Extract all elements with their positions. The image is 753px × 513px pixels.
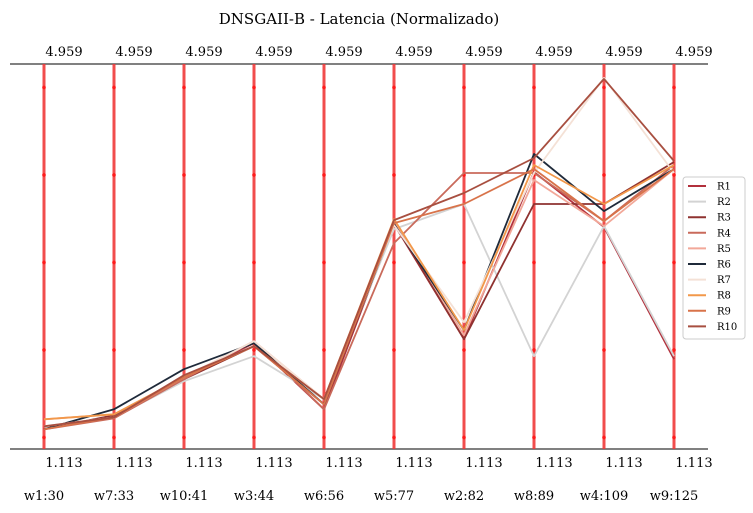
legend-label: R7 [717, 275, 731, 286]
axis-bottom-label: 1.113 [255, 456, 292, 471]
category-label: w9:125 [650, 489, 699, 504]
axis-tick-dot [602, 85, 606, 90]
axis-tick-dot [462, 348, 466, 352]
axis-tick-dot [532, 85, 536, 90]
axis-tick-dot [182, 260, 186, 265]
axis-bottom-label: 1.113 [115, 456, 152, 471]
axis-tick-dot [392, 348, 396, 352]
category-label: w2:82 [444, 489, 484, 504]
series-line-R6 [43, 153, 675, 431]
axis-tick-dot [112, 348, 116, 352]
axis-tick-dot [182, 435, 186, 440]
axis-tick-dot [252, 173, 256, 177]
legend-label: R6 [717, 260, 731, 271]
axis-bottom-label: 1.113 [675, 456, 712, 471]
axis-tick-dot [252, 348, 256, 352]
axis-tick-dot [42, 348, 46, 352]
axis-tick-dot [532, 348, 536, 352]
axis-tick-dot [602, 348, 606, 352]
axis-tick-dot [252, 260, 256, 265]
legend-label: R4 [717, 228, 731, 239]
axis-top-label: 4.959 [185, 45, 222, 60]
tick-labels-layer: 4.959 1.113 w1:30 4.959 1.113 w7:33 4.959 1.113… [24, 45, 713, 504]
axis-tick-dot [42, 260, 46, 265]
axis-tick-dot [672, 435, 676, 440]
category-label: w10:41 [160, 489, 209, 504]
category-label: w4:109 [580, 489, 629, 504]
axis-tick-dot [112, 435, 116, 440]
series-line-R5 [43, 168, 675, 421]
axis-tick-dot [462, 435, 466, 440]
axis-top-label: 4.959 [255, 45, 292, 60]
axis-tick-dot [532, 435, 536, 440]
axis-top-label: 4.959 [395, 45, 432, 60]
category-label: w1:30 [24, 489, 64, 504]
axis-top-label: 4.959 [675, 45, 712, 60]
axis-tick-dot [42, 435, 46, 440]
category-label: w8:89 [514, 489, 554, 504]
axes-layer [42, 64, 676, 449]
series-line-R10 [43, 78, 675, 428]
axis-tick-dot [252, 85, 256, 90]
category-label: w6:56 [304, 489, 344, 504]
legend-label: R9 [717, 306, 731, 317]
axis-tick-dot [182, 173, 186, 177]
axis-top-label: 4.959 [535, 45, 572, 60]
axis-tick-dot [602, 260, 606, 265]
axis-tick-dot [672, 85, 676, 90]
legend-label: R5 [717, 244, 731, 255]
axis-tick-dot [392, 173, 396, 177]
axis-top-label: 4.959 [605, 45, 642, 60]
axis-tick-dot [112, 260, 116, 265]
axis-tick-dot [392, 260, 396, 265]
axis-tick-dot [392, 435, 396, 440]
axis-tick-dot [322, 435, 326, 440]
axis-tick-dot [602, 435, 606, 440]
axis-tick-dot [112, 173, 116, 177]
axis-tick-dot [462, 260, 466, 265]
axis-bottom-label: 1.113 [465, 456, 502, 471]
legend-label: R1 [717, 182, 731, 193]
axis-bottom-label: 1.113 [395, 456, 432, 471]
axis-top-label: 4.959 [325, 45, 362, 60]
legend: R1 R2 R3 R4 R5 R6 R7 R8 R9 R10 [682, 176, 746, 340]
legend-label: R2 [717, 197, 731, 208]
legend-label: R3 [717, 213, 731, 224]
axis-top-label: 4.959 [45, 45, 82, 60]
axis-tick-dot [392, 85, 396, 90]
axis-bottom-label: 1.113 [185, 456, 222, 471]
category-label: w3:44 [234, 489, 274, 504]
category-label: w7:33 [94, 489, 134, 504]
axis-bottom-label: 1.113 [535, 456, 572, 471]
axis-tick-dot [252, 435, 256, 440]
axis-tick-dot [322, 85, 326, 90]
axis-top-label: 4.959 [465, 45, 502, 60]
axis-tick-dot [672, 173, 676, 177]
series-lines-layer [43, 77, 675, 431]
axis-tick-dot [182, 348, 186, 352]
axis-bottom-label: 1.113 [605, 456, 642, 471]
axis-tick-dot [322, 260, 326, 265]
axis-tick-dot [602, 173, 606, 177]
axis-tick-dot [42, 85, 46, 90]
axis-tick-dot [42, 173, 46, 177]
legend-label: R8 [717, 291, 731, 302]
axis-tick-dot [322, 348, 326, 352]
axis-bottom-label: 1.113 [325, 456, 362, 471]
axis-tick-dot [182, 85, 186, 90]
axis-tick-dot [462, 85, 466, 90]
chart-title: DNSGAII-B - Latencia (Normalizado) [219, 10, 499, 28]
series-line-R7 [43, 77, 675, 428]
axis-tick-dot [672, 348, 676, 352]
axis-tick-dot [322, 173, 326, 177]
axis-tick-dot [112, 85, 116, 90]
series-line-R4 [43, 164, 675, 431]
axis-tick-dot [532, 260, 536, 265]
axis-top-label: 4.959 [115, 45, 152, 60]
category-label: w5:77 [374, 489, 414, 504]
axis-tick-dot [672, 260, 676, 265]
legend-label: R10 [717, 322, 737, 333]
axis-bottom-label: 1.113 [45, 456, 82, 471]
